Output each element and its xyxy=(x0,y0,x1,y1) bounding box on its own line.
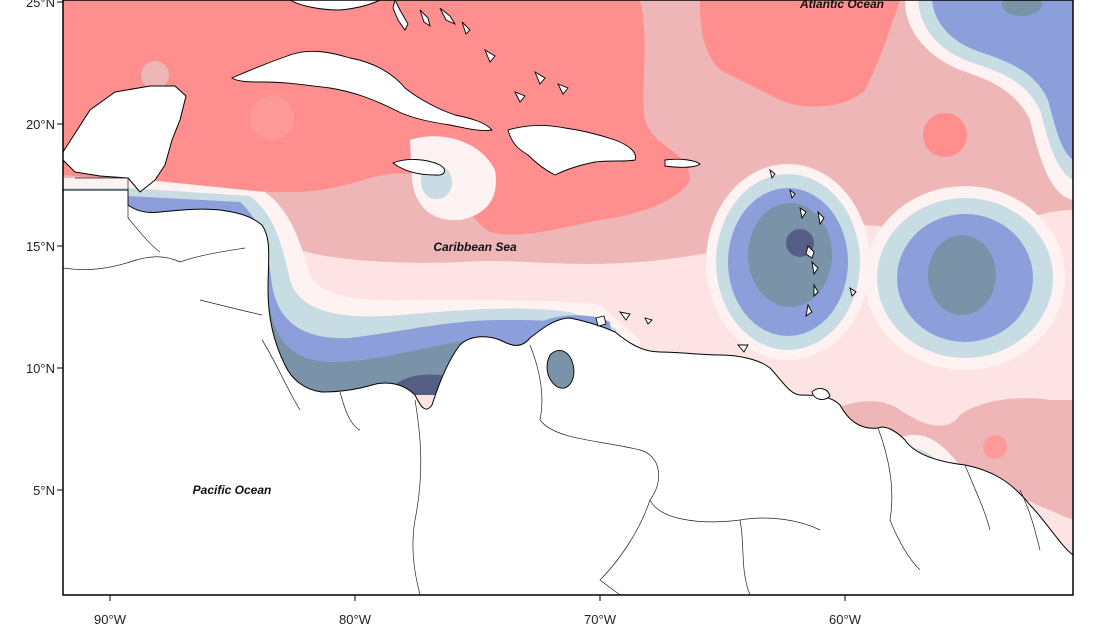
positive-cell-small xyxy=(141,61,169,89)
x-axis: 90°W 80°W 70°W 60°W xyxy=(94,595,862,627)
map-panel xyxy=(63,0,1073,595)
jamaica-island xyxy=(392,159,446,176)
abc-islands xyxy=(595,311,749,353)
bahamas-islands xyxy=(392,0,569,103)
y-axis: 25°N 20°N 15°N 10°N 5°N xyxy=(26,0,63,498)
puerto-rico-island xyxy=(664,158,701,168)
x-tick-label: 60°W xyxy=(829,612,862,627)
near-zero-pocket xyxy=(410,136,496,221)
y-tick-label: 5°N xyxy=(33,483,55,498)
x-tick-label: 70°W xyxy=(584,612,617,627)
mainland xyxy=(63,179,1073,595)
label-atlantic: Atlantic Ocean xyxy=(799,0,884,11)
map-frame xyxy=(62,0,1074,596)
strong-positive-cell xyxy=(250,96,294,140)
label-pacific: Pacific Ocean xyxy=(193,483,272,497)
country-borders xyxy=(63,177,1041,595)
cuba-island xyxy=(231,50,493,131)
strong-positive-zone-east xyxy=(700,0,900,107)
positive-cell xyxy=(923,113,967,157)
antilles-strong-negative xyxy=(748,203,832,307)
atlantic-negative xyxy=(932,0,1073,160)
florida-land xyxy=(289,0,381,11)
guianas-positive-cell xyxy=(983,435,1007,459)
x-tick-label: 80°W xyxy=(339,612,372,627)
east-strong-negative xyxy=(928,235,996,315)
label-caribbean: Caribbean Sea xyxy=(433,240,517,254)
y-tick-label: 15°N xyxy=(26,239,55,254)
strong-positive-zone xyxy=(63,0,690,235)
y-tick-label: 20°N xyxy=(26,117,55,132)
hispaniola-island xyxy=(507,125,636,176)
lesser-antilles-islands xyxy=(769,168,857,400)
yucatan-land xyxy=(63,85,187,193)
y-tick-label: 25°N xyxy=(26,0,55,10)
lake-maracaibo xyxy=(546,350,575,389)
x-tick-label: 90°W xyxy=(94,612,127,627)
atlantic-strong-negative xyxy=(1002,0,1042,16)
y-tick-label: 10°N xyxy=(26,361,55,376)
